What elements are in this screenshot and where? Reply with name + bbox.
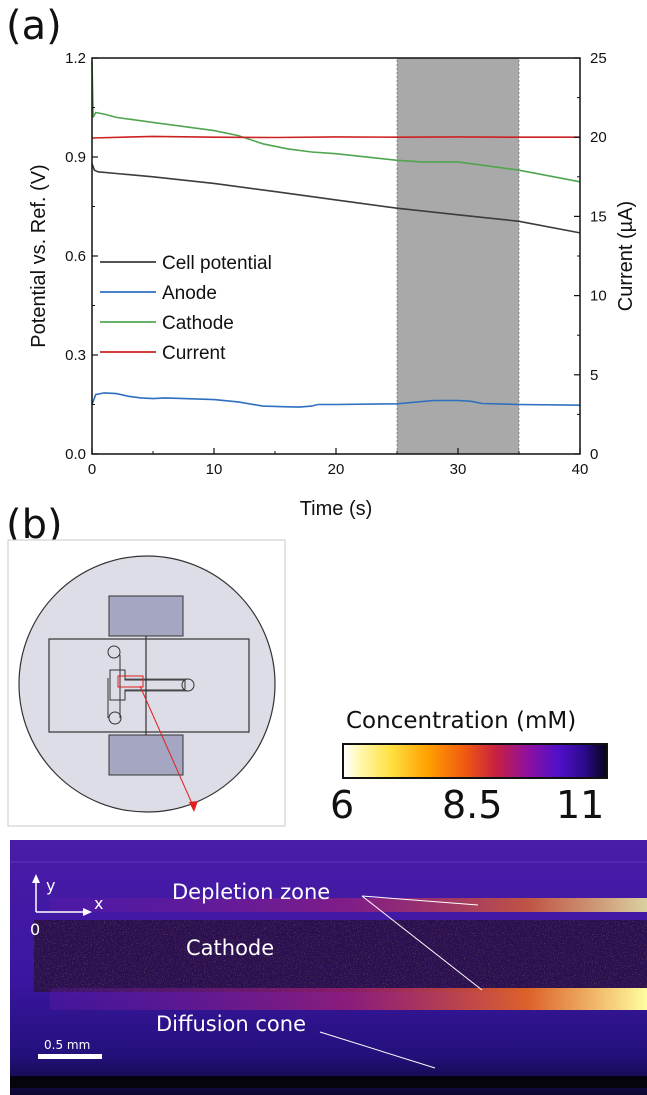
chip-outline xyxy=(48,638,250,733)
channel-wall xyxy=(10,1076,647,1088)
depletion-leader-2 xyxy=(361,895,483,991)
colorbar-gradient xyxy=(342,743,608,779)
y-left-tick-label: 1.2 xyxy=(65,50,86,67)
legend-label: Current xyxy=(162,343,226,364)
y-left-tick-label: 0.9 xyxy=(65,149,86,166)
colorbar-max-label: 11 xyxy=(556,783,605,827)
zoom-arrow-head xyxy=(189,801,198,812)
y-right-tick-label: 10 xyxy=(590,288,607,305)
y-left-axis-label: Potential vs. Ref. (V) xyxy=(28,164,50,347)
x-tick-label: 10 xyxy=(206,461,223,478)
diffusion-cone-label: Diffusion cone xyxy=(156,1012,307,1036)
zoom-arrow-line xyxy=(139,685,195,809)
cathode-noise xyxy=(34,920,647,992)
legend-label: Anode xyxy=(162,283,217,304)
legend-label: Cathode xyxy=(162,313,234,334)
concentration-map xyxy=(10,840,647,1095)
x-tick-label: 40 xyxy=(572,461,589,478)
colorbar-min-label: 6 xyxy=(330,783,355,827)
device-disc xyxy=(18,555,276,813)
depletion-leader-1 xyxy=(361,895,479,906)
y-right-tick-label: 15 xyxy=(590,208,607,225)
x-tick-label: 20 xyxy=(328,461,345,478)
inlet-port-bottom xyxy=(108,711,122,725)
y-axis-label: y xyxy=(46,876,56,895)
origin-label: 0 xyxy=(30,920,41,939)
x-tick-label: 0 xyxy=(88,461,96,478)
y-right-axis-label: Current (µA) xyxy=(615,201,637,311)
legend-label: Cell potential xyxy=(162,253,272,274)
series-line-cathode xyxy=(91,61,581,183)
colorbar: Concentration (mM) 6 8.5 11 xyxy=(330,708,630,827)
series-line-cell-potential xyxy=(91,163,581,234)
diffusion-leader xyxy=(319,1031,436,1069)
panel-label-a: (a) xyxy=(6,3,62,49)
line-chart: 0 10 20 30 40 0.0 0.3 0.6 0.9 1.2 0 5 10 15 20 25 Cell … xyxy=(28,50,637,520)
shaded-region xyxy=(396,57,520,455)
series-line-current xyxy=(91,135,580,139)
depletion-zone-label: Depletion zone xyxy=(172,880,331,904)
scale-bar-label: 0.5 mm xyxy=(44,1038,91,1052)
y-right-tick-label: 20 xyxy=(590,129,607,146)
inlet-port-top xyxy=(107,645,121,659)
x-tick-label: 30 xyxy=(450,461,467,478)
y-left-tick-label: 0.6 xyxy=(65,248,86,265)
colorbar-title: Concentration (mM) xyxy=(346,708,577,734)
y-axis-arrow-head xyxy=(32,874,40,883)
bottom-electrode-pad xyxy=(108,734,184,776)
top-electrode-pad xyxy=(108,595,184,637)
x-axis-arrow-head xyxy=(83,908,92,916)
scale-bar xyxy=(38,1054,102,1059)
x-axis-label: Time (s) xyxy=(300,498,373,520)
y-right-tick-label: 0 xyxy=(590,446,598,463)
x-axis-label-img: x xyxy=(94,894,104,913)
y-left-tick-label: 0.3 xyxy=(65,347,86,364)
y-left-tick-label: 0.0 xyxy=(65,446,86,463)
y-right-tick-label: 25 xyxy=(590,50,607,67)
colorbar-mid-label: 8.5 xyxy=(442,783,503,827)
concentration-image: Depletion zone Cathode Diffusion cone y … xyxy=(10,840,647,1095)
y-right-tick-label: 5 xyxy=(590,367,598,384)
lower-depletion-band xyxy=(50,988,647,1010)
series-line-anode xyxy=(91,392,581,408)
zoom-region-marker xyxy=(117,675,144,688)
upper-depletion-band xyxy=(50,898,647,912)
cathode-label: Cathode xyxy=(186,936,275,960)
device-schematic xyxy=(7,539,286,827)
panel-label-b: (b) xyxy=(6,502,63,548)
